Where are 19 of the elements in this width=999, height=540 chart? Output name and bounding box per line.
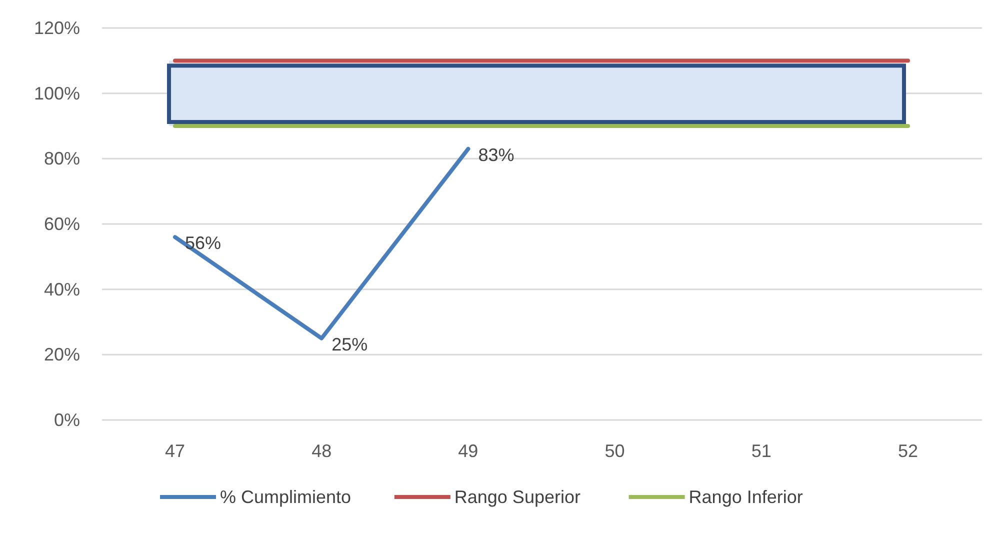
legend-label: % Cumplimiento [220, 487, 352, 507]
x-tick-label: 51 [751, 441, 772, 461]
y-tick-label: 40% [44, 279, 80, 300]
x-tick-label: 49 [458, 441, 478, 461]
y-tick-label: 80% [44, 148, 80, 169]
legend-label: Rango Inferior [688, 487, 803, 507]
x-tick-label: 52 [898, 441, 918, 461]
data-label: 83% [478, 144, 514, 165]
legend-label: Rango Superior [454, 487, 580, 507]
y-tick-label: 120% [34, 18, 80, 38]
data-label: 25% [332, 334, 368, 354]
y-tick-label: 20% [44, 344, 80, 365]
y-tick-label: 100% [34, 83, 80, 104]
y-tick-label: 0% [54, 410, 80, 430]
x-tick-label: 47 [164, 441, 186, 461]
x-tick-label: 48 [312, 441, 332, 461]
data-label: 56% [185, 233, 222, 254]
x-tick-label: 50 [604, 441, 625, 461]
y-tick-label: 60% [44, 214, 80, 234]
